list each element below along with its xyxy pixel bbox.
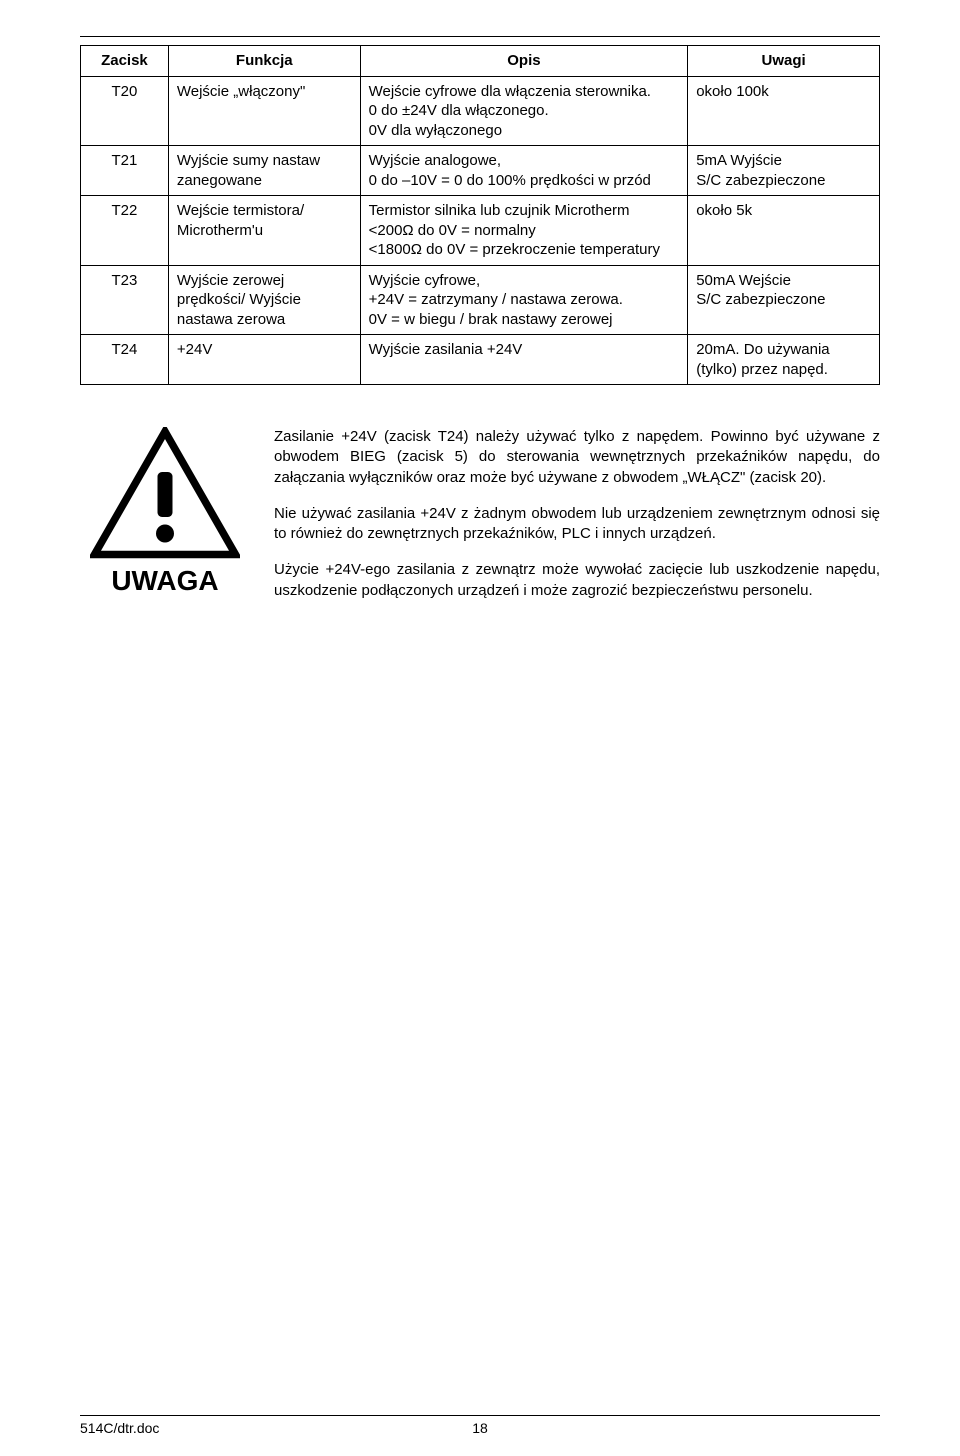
cell-zacisk: T21 xyxy=(81,146,169,196)
table-row: T21 Wyjście sumy nastaw zanegowane Wyjśc… xyxy=(81,146,880,196)
table-row: T24 +24V Wyjście zasilania +24V 20mA. Do… xyxy=(81,335,880,385)
table-row: T23 Wyjście zerowej prędkości/ Wyjście n… xyxy=(81,265,880,335)
footer-doc: 514C/dtr.doc xyxy=(80,1420,159,1436)
terminal-table: Zacisk Funkcja Opis Uwagi T20 Wejście „w… xyxy=(80,45,880,385)
table-row: T20 Wejście „włączony" Wejście cyfrowe d… xyxy=(81,76,880,146)
cell-uwagi: około 5k xyxy=(688,196,880,266)
col-uwagi: Uwagi xyxy=(688,46,880,77)
warning-text: Zasilanie +24V (zacisk T24) należy używa… xyxy=(274,427,880,617)
cell-opis: Termistor silnika lub czujnik Microtherm… xyxy=(360,196,688,266)
cell-zacisk: T23 xyxy=(81,265,169,335)
col-zacisk: Zacisk xyxy=(81,46,169,77)
warning-left: UWAGA xyxy=(80,427,250,597)
cell-opis: Wyjście analogowe, 0 do –10V = 0 do 100%… xyxy=(360,146,688,196)
table-header-row: Zacisk Funkcja Opis Uwagi xyxy=(81,46,880,77)
warning-triangle-icon xyxy=(90,427,240,559)
footer: 514C/dtr.doc 18 xyxy=(80,1415,880,1436)
cell-funkcja: Wejście termistora/ Microtherm'u xyxy=(168,196,360,266)
cell-funkcja: Wejście „włączony" xyxy=(168,76,360,146)
warning-label: UWAGA xyxy=(111,565,218,597)
col-opis: Opis xyxy=(360,46,688,77)
rule-top xyxy=(80,36,880,37)
cell-zacisk: T22 xyxy=(81,196,169,266)
warning-block: UWAGA Zasilanie +24V (zacisk T24) należy… xyxy=(80,427,880,617)
warning-paragraph: Użycie +24V-ego zasilania z zewnątrz moż… xyxy=(274,560,880,601)
cell-uwagi: 5mA Wyjście S/C zabezpieczone xyxy=(688,146,880,196)
footer-page-number: 18 xyxy=(472,1420,488,1436)
cell-opis: Wyjście zasilania +24V xyxy=(360,335,688,385)
cell-funkcja: Wyjście sumy nastaw zanegowane xyxy=(168,146,360,196)
cell-uwagi: 20mA. Do używania (tylko) przez napęd. xyxy=(688,335,880,385)
rule-bottom xyxy=(80,1415,880,1416)
cell-uwagi: 50mA Wejście S/C zabezpieczone xyxy=(688,265,880,335)
footer-spacer xyxy=(876,1420,880,1436)
warning-paragraph: Zasilanie +24V (zacisk T24) należy używa… xyxy=(274,427,880,488)
cell-opis: Wejście cyfrowe dla włączenia sterownika… xyxy=(360,76,688,146)
table-row: T22 Wejście termistora/ Microtherm'u Ter… xyxy=(81,196,880,266)
cell-zacisk: T20 xyxy=(81,76,169,146)
cell-uwagi: około 100k xyxy=(688,76,880,146)
cell-funkcja: Wyjście zerowej prędkości/ Wyjście nasta… xyxy=(168,265,360,335)
page: Zacisk Funkcja Opis Uwagi T20 Wejście „w… xyxy=(0,0,960,1456)
warning-paragraph: Nie używać zasilania +24V z żadnym obwod… xyxy=(274,504,880,545)
cell-opis: Wyjście cyfrowe, +24V = zatrzymany / nas… xyxy=(360,265,688,335)
footer-line: 514C/dtr.doc 18 xyxy=(80,1420,880,1436)
table-body: T20 Wejście „włączony" Wejście cyfrowe d… xyxy=(81,76,880,385)
col-funkcja: Funkcja xyxy=(168,46,360,77)
cell-zacisk: T24 xyxy=(81,335,169,385)
cell-funkcja: +24V xyxy=(168,335,360,385)
